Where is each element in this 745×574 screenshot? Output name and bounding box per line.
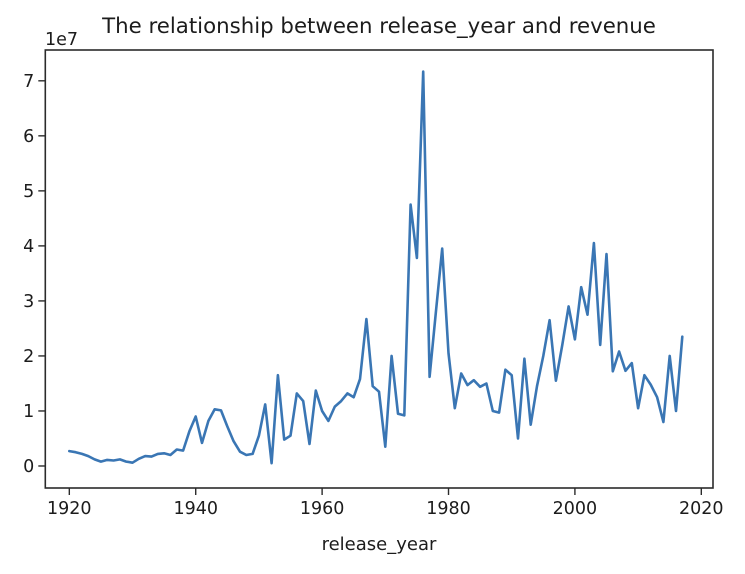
x-tick-label: 2000: [553, 499, 598, 519]
y-axis-ticks: 0 1 2 3 4 5 6 7: [23, 72, 46, 477]
chart-title: The relationship between release_year an…: [101, 14, 656, 39]
x-tick-label: 2020: [679, 499, 724, 519]
x-axis-label: release_year: [322, 534, 437, 555]
y-tick-label: 4: [23, 237, 34, 257]
y-tick-label: 7: [23, 72, 34, 92]
x-tick-label: 1980: [426, 499, 471, 519]
y-tick-label: 2: [23, 347, 34, 367]
x-axis-ticks: 1920 1940 1960 1980 2000 2020: [47, 488, 724, 519]
y-tick-label: 6: [23, 127, 34, 147]
x-tick-label: 1960: [300, 499, 345, 519]
y-tick-label: 1: [23, 402, 34, 422]
plot-area-border: [44, 49, 714, 489]
y-tick-label: 5: [23, 182, 34, 202]
x-tick-label: 1940: [173, 499, 218, 519]
y-tick-label: 3: [23, 292, 34, 312]
revenue-line: [68, 70, 684, 465]
y-axis-offset-label: 1e7: [45, 30, 78, 50]
x-tick-label: 1920: [47, 499, 92, 519]
y-tick-label: 0: [23, 457, 34, 477]
